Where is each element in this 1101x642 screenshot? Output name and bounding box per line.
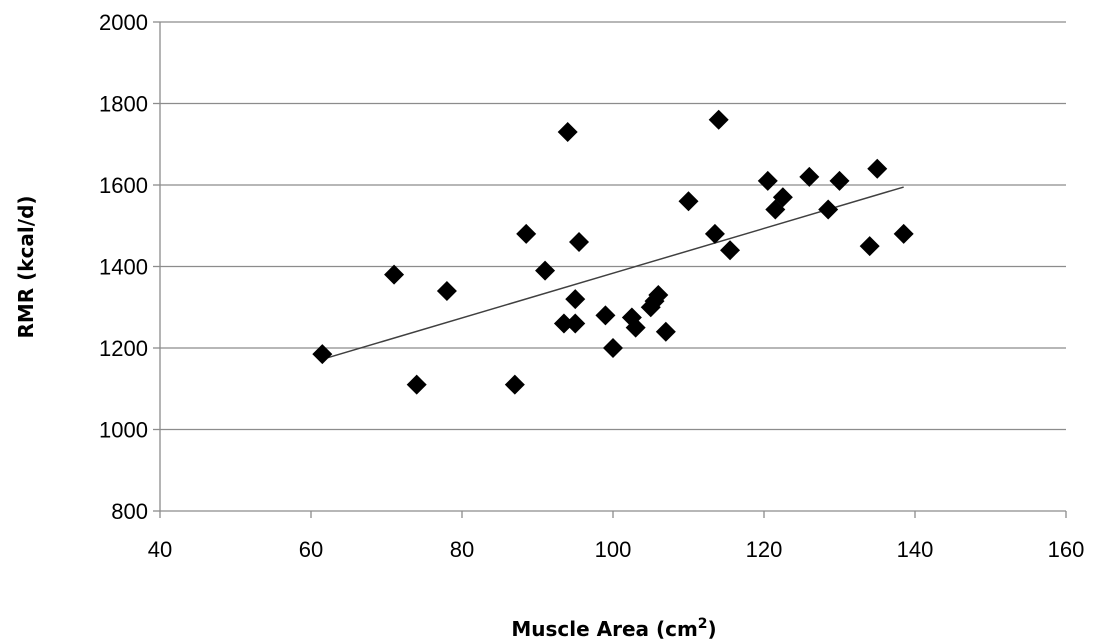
x-axis-title-superscript: 2 — [698, 616, 708, 632]
data-points — [312, 109, 914, 395]
data-point — [829, 170, 850, 191]
trendline-group — [325, 186, 904, 359]
data-point — [799, 166, 820, 187]
x-axis-title: Muscle Area (cm2) — [511, 616, 716, 641]
y-tick-label: 1200 — [99, 336, 148, 361]
x-axis-title-close: ) — [708, 617, 717, 641]
data-point — [569, 232, 590, 253]
x-tick-label: 40 — [148, 537, 172, 562]
y-tick-label: 1400 — [99, 255, 148, 280]
data-point — [406, 374, 427, 395]
data-point — [565, 313, 586, 334]
data-point — [384, 264, 405, 285]
y-tick-label: 2000 — [99, 10, 148, 35]
x-tick-labels: 40 60 80 100 120 140 160 — [148, 537, 1085, 562]
data-point — [893, 223, 914, 244]
gridlines — [160, 21, 1066, 431]
y-tick-label: 1600 — [99, 173, 148, 198]
x-tick-label: 100 — [595, 537, 632, 562]
axes — [153, 21, 1067, 518]
data-point — [655, 321, 676, 342]
y-tick-labels: 800 1000 1200 1400 1600 1800 2000 — [99, 10, 148, 524]
data-point — [603, 338, 623, 358]
y-axis-title: RMR (kcal/d) — [14, 195, 38, 338]
data-point — [625, 317, 646, 338]
data-point — [595, 305, 616, 326]
data-point — [708, 109, 729, 130]
y-tick-label: 1000 — [99, 418, 148, 443]
trendline — [325, 186, 904, 359]
data-point — [436, 280, 457, 301]
data-point — [704, 223, 725, 244]
data-point — [557, 122, 578, 143]
x-tick-label: 80 — [450, 537, 474, 562]
data-point — [859, 236, 880, 257]
x-tick-label: 120 — [746, 537, 783, 562]
data-point — [553, 313, 574, 334]
x-tick-label: 160 — [1048, 537, 1085, 562]
x-tick-label: 140 — [897, 537, 934, 562]
data-point — [312, 344, 333, 365]
data-point — [867, 158, 888, 179]
data-point — [818, 199, 839, 220]
x-tick-label: 60 — [299, 537, 323, 562]
data-point — [648, 285, 669, 306]
y-tick-label: 1800 — [99, 92, 148, 117]
data-point — [516, 223, 537, 244]
data-point — [565, 289, 586, 310]
x-axis-title-main: Muscle Area (cm — [511, 617, 697, 641]
data-point — [535, 260, 556, 281]
data-point — [757, 170, 778, 191]
y-tick-label: 800 — [111, 499, 148, 524]
data-point — [720, 240, 741, 261]
data-point — [504, 374, 525, 395]
data-point — [772, 187, 793, 208]
data-point — [678, 191, 699, 212]
